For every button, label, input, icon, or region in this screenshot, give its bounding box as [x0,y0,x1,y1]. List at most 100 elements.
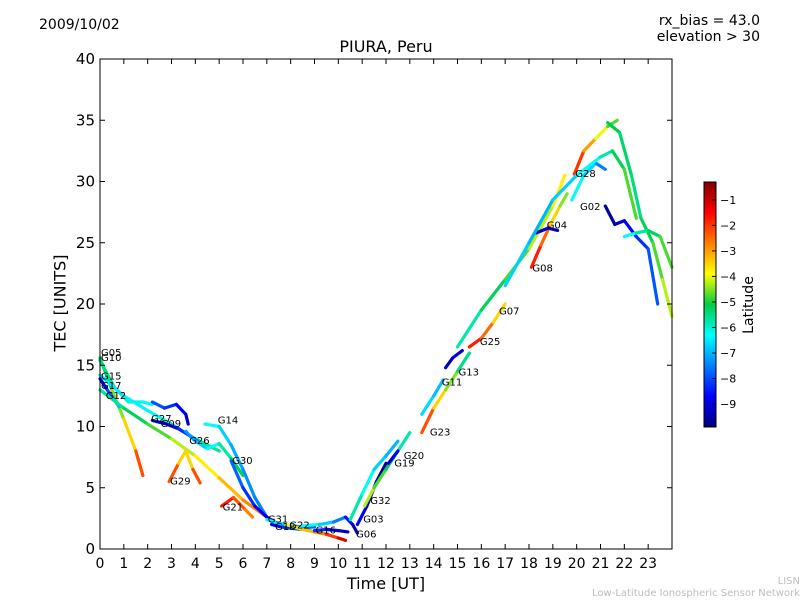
satellite-label: G31 [268,515,288,526]
track-segment [203,422,221,429]
plot-frame [99,58,673,550]
elevation-text: elevation > 30 [656,29,760,45]
x-tick-label: 13 [401,556,419,572]
track-segment [384,439,400,458]
track-segment [432,388,448,410]
x-tick-label: 7 [262,556,271,572]
track-segment [606,121,622,135]
track-segment [150,418,169,426]
track-segment [570,173,586,202]
track-segment [546,226,560,233]
track-segment [122,394,150,413]
track-segment [396,431,412,453]
y-tick-label: 20 [76,295,95,313]
y-tick-label: 40 [76,50,95,68]
track-segment [372,454,388,471]
satellite-track [312,527,350,534]
track-segment [184,429,197,443]
satellite-track [362,431,412,508]
satellite-label: G06 [356,529,376,540]
track-segment [351,522,359,535]
satellite-label: G13 [459,368,479,379]
satellite-label: G17 [101,381,121,392]
track-segment [191,467,202,485]
track-segment [284,522,305,532]
satellite-label: G07 [499,306,519,317]
track-segment [391,449,400,459]
x-tick-label: 8 [286,556,295,572]
x-tick-label: 12 [377,556,395,572]
rx-bias-text: rx_bias = 43.0 [658,13,760,29]
y-tick-label: 30 [76,173,95,191]
track-segment [420,394,436,416]
colorbar-tick-label: −2 [720,219,736,232]
footer-network: Low-Latitude Ionospheric Sensor Network [592,588,800,599]
track-segment [312,527,328,533]
satellite-label: G04 [547,221,567,232]
colorbar-tick-layer: −1 −2 −3 −4 −5 −6 −7 −8 −9 [712,194,736,411]
track-segment [503,241,531,288]
colorbar-label: Latitude [741,276,757,334]
track-segment [479,277,507,312]
satellite-track [622,228,674,269]
track-segment [217,476,245,502]
x-tick-label: 10 [329,556,347,572]
satellite-track [348,439,400,522]
track-segment [253,504,269,519]
track-segment [301,522,321,528]
colorbar-tick-label: −9 [720,398,736,411]
track-segment [343,515,355,527]
satellite-track [150,400,190,426]
track-segment [374,461,388,484]
track-segment [372,467,388,490]
track-segment [594,124,610,141]
x-tick-label: 1 [119,556,128,572]
track-segment [420,406,436,435]
satellite-track [570,161,607,202]
track-segment [229,456,245,478]
satellite-label: G14 [218,415,238,426]
chart-settings: rx_bias = 43.0 elevation > 30 [657,13,760,45]
x-tick-label: 21 [592,556,610,572]
track-segment [241,467,257,500]
satellite-label-layer: G05G10G15G17G12G27G09G26G14G29G30G21G31G… [101,169,600,540]
satellite-label: G15 [101,371,121,382]
colorbar-tick-label: −5 [720,296,736,309]
track-segment [98,377,109,392]
satellite-track [572,118,619,176]
satellite-label: G30 [232,456,252,467]
track-segment [270,522,283,529]
track-segment [598,149,615,159]
satellite-label: G08 [532,264,552,275]
x-tick-label: 17 [496,556,514,572]
track-segment [174,402,188,416]
x-tick-label: 6 [239,556,248,572]
satellite-label: G09 [161,419,181,430]
satellite-track [386,449,400,465]
satellite-track [534,226,560,235]
satellite-track [503,149,638,288]
track-segment [162,402,178,410]
satellite-label: G03 [363,515,383,526]
series-layer [98,118,674,543]
y-tick-label: 0 [85,540,95,558]
satellite-label: G20 [404,451,424,462]
track-segment [572,149,586,176]
track-segment [229,459,245,490]
satellite-track [420,351,471,435]
track-segment [634,235,650,251]
satellite-track [167,449,202,485]
satellite-track [606,121,674,318]
satellite-label: G19 [394,458,414,469]
colorbar-tick-label: −6 [720,321,736,334]
track-segment [167,461,181,484]
track-segment [205,442,221,451]
track-segment [660,277,674,318]
track-segment [193,454,221,480]
chart-date: 2009/10/02 [39,17,120,33]
x-tick-label: 22 [615,556,633,572]
track-segment [582,161,598,177]
track-segment [146,409,174,426]
